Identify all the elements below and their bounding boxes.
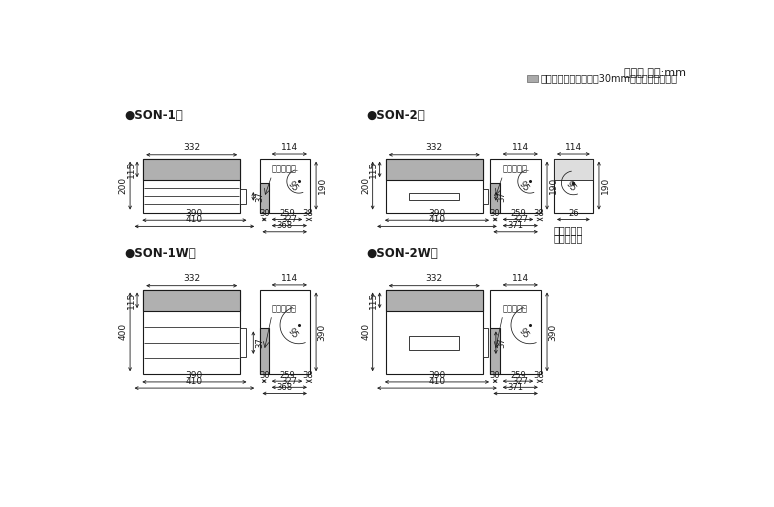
Bar <box>259 159 310 212</box>
Bar <box>385 289 483 311</box>
Text: 259: 259 <box>510 209 526 218</box>
Bar <box>491 289 541 374</box>
Text: スペーサー: スペーサー <box>272 165 297 174</box>
Text: 327: 327 <box>281 215 297 224</box>
Bar <box>143 159 240 212</box>
Bar <box>240 189 245 204</box>
Text: 114: 114 <box>512 142 529 152</box>
Text: 190: 190 <box>317 177 327 194</box>
Text: 259: 259 <box>279 209 295 218</box>
Bar <box>483 189 488 204</box>
Bar <box>385 289 483 374</box>
Text: 332: 332 <box>426 143 443 153</box>
Bar <box>491 159 541 212</box>
Text: 30: 30 <box>490 209 501 218</box>
Text: 390: 390 <box>428 209 446 218</box>
Text: 410: 410 <box>186 215 203 224</box>
Text: 327: 327 <box>512 215 529 224</box>
Text: 95: 95 <box>517 180 531 194</box>
Bar <box>259 328 269 374</box>
Text: ●SON-2型: ●SON-2型 <box>366 108 425 122</box>
Text: 327: 327 <box>512 377 529 386</box>
Text: 寸法図 単位:mm: 寸法図 単位:mm <box>624 68 686 78</box>
Text: 115: 115 <box>126 161 135 178</box>
Text: 327: 327 <box>281 377 297 386</box>
Text: ダイヤル錠: ダイヤル錠 <box>554 226 584 236</box>
Text: 114: 114 <box>281 142 298 152</box>
Text: 390: 390 <box>317 323 327 341</box>
Text: 30: 30 <box>490 371 501 380</box>
Text: 38: 38 <box>302 371 313 380</box>
Text: 390: 390 <box>186 371 203 380</box>
Text: 95: 95 <box>286 327 300 341</box>
Text: 410: 410 <box>429 215 446 224</box>
Bar <box>385 159 483 180</box>
Text: 付きの場合: 付きの場合 <box>554 233 584 243</box>
Text: 95: 95 <box>517 327 531 341</box>
Text: 400: 400 <box>361 323 370 340</box>
Bar <box>143 289 240 374</box>
Text: 371: 371 <box>508 221 524 230</box>
Text: 368: 368 <box>276 383 293 392</box>
Text: 200: 200 <box>361 177 370 194</box>
Text: 37: 37 <box>255 191 264 202</box>
Text: 114: 114 <box>281 274 298 282</box>
Text: 115: 115 <box>369 161 378 178</box>
Text: 37: 37 <box>255 337 264 348</box>
Bar <box>240 329 245 357</box>
Bar <box>409 193 460 200</box>
Text: 115: 115 <box>126 292 135 309</box>
Text: 390: 390 <box>428 371 446 380</box>
Text: ●SON-1W型: ●SON-1W型 <box>124 247 196 260</box>
Bar <box>554 159 593 180</box>
Text: 部はスペーサー（厚み30mm）で取り外し可。: 部はスペーサー（厚み30mm）で取り外し可。 <box>541 74 678 84</box>
Text: 332: 332 <box>183 143 200 153</box>
Text: 410: 410 <box>429 377 446 386</box>
Bar <box>491 328 500 374</box>
Text: 259: 259 <box>510 371 526 380</box>
Text: 400: 400 <box>118 323 128 340</box>
Text: 200: 200 <box>118 177 128 194</box>
Text: 390: 390 <box>549 323 557 341</box>
Text: スペーサー: スペーサー <box>503 304 528 313</box>
Bar <box>483 329 488 357</box>
Bar <box>143 159 240 180</box>
Bar <box>259 289 310 374</box>
Text: 37: 37 <box>498 337 506 348</box>
Bar <box>259 183 269 212</box>
Text: 190: 190 <box>549 177 557 194</box>
Text: 37: 37 <box>498 191 506 202</box>
Text: 38: 38 <box>533 209 544 218</box>
Text: 30: 30 <box>259 371 269 380</box>
Bar <box>143 289 240 311</box>
Text: 38: 38 <box>533 371 544 380</box>
Text: スペーサー: スペーサー <box>503 165 528 174</box>
Text: 368: 368 <box>276 221 293 230</box>
Bar <box>554 159 593 212</box>
Text: 38: 38 <box>302 209 313 218</box>
Text: 115: 115 <box>369 292 378 309</box>
Text: 332: 332 <box>183 274 200 283</box>
Text: 190: 190 <box>601 177 609 194</box>
Text: 95: 95 <box>564 179 578 193</box>
Text: 332: 332 <box>426 274 443 283</box>
Text: 30: 30 <box>259 209 269 218</box>
Text: 95: 95 <box>286 180 300 194</box>
Text: 114: 114 <box>565 142 582 152</box>
Text: ●SON-1型: ●SON-1型 <box>124 108 183 122</box>
Text: スペーサー: スペーサー <box>272 304 297 313</box>
Bar <box>385 159 483 212</box>
Text: 26: 26 <box>568 209 579 218</box>
Text: 410: 410 <box>186 377 203 386</box>
Text: ●SON-2W型: ●SON-2W型 <box>366 247 438 260</box>
Bar <box>527 75 538 83</box>
Text: 371: 371 <box>508 383 524 392</box>
Text: 390: 390 <box>186 209 203 218</box>
Bar <box>409 336 460 350</box>
Text: 114: 114 <box>512 274 529 282</box>
Bar <box>491 183 500 212</box>
Text: 259: 259 <box>279 371 295 380</box>
